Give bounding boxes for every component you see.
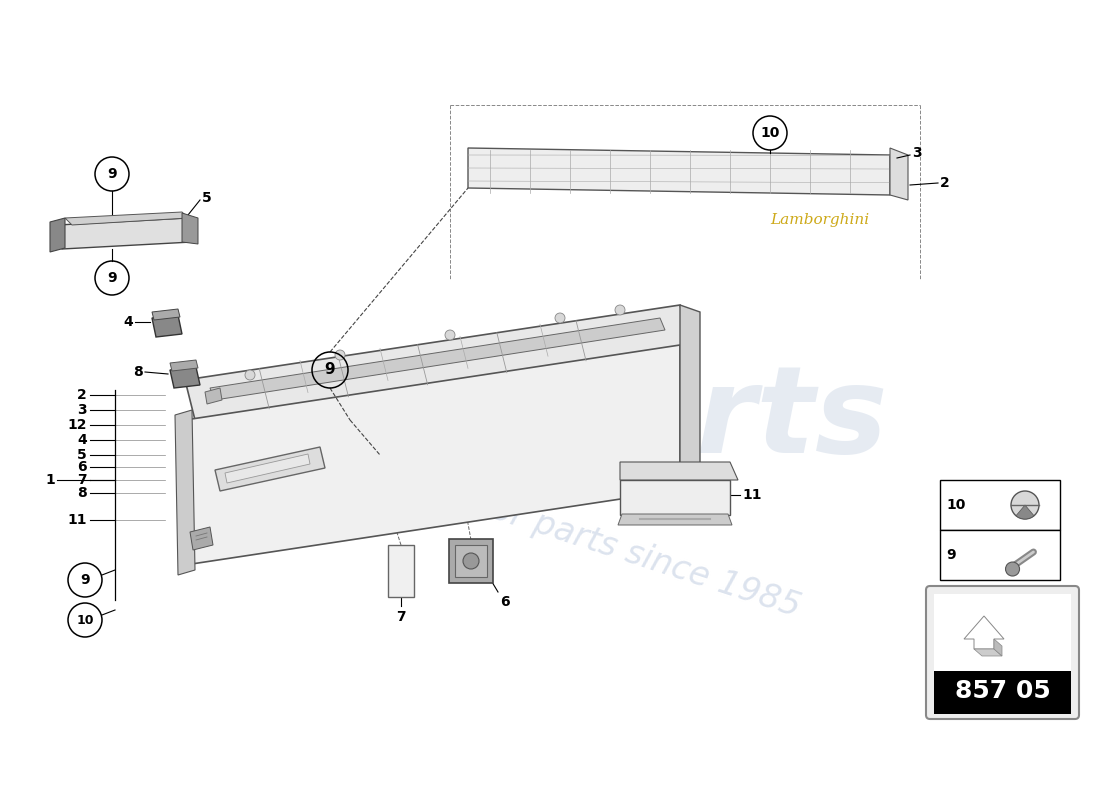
Text: 10: 10 <box>760 126 780 140</box>
Circle shape <box>245 370 255 380</box>
Text: 8: 8 <box>77 486 87 500</box>
Polygon shape <box>210 318 666 400</box>
Text: 7: 7 <box>396 610 406 624</box>
Polygon shape <box>152 309 180 320</box>
Text: 9: 9 <box>80 573 90 587</box>
Text: 7: 7 <box>77 473 87 487</box>
FancyBboxPatch shape <box>388 545 414 597</box>
Circle shape <box>446 330 455 340</box>
FancyBboxPatch shape <box>926 586 1079 719</box>
Text: 5: 5 <box>77 448 87 462</box>
Text: 3: 3 <box>77 403 87 417</box>
Polygon shape <box>65 212 188 225</box>
Text: europarts: europarts <box>212 362 888 478</box>
Text: 9: 9 <box>107 271 117 285</box>
Text: 12: 12 <box>67 418 87 432</box>
FancyBboxPatch shape <box>940 530 1060 580</box>
Polygon shape <box>994 639 1002 656</box>
Text: 857 05: 857 05 <box>955 679 1050 703</box>
Circle shape <box>1005 562 1020 576</box>
Text: 9: 9 <box>107 167 117 181</box>
Text: 2: 2 <box>77 388 87 402</box>
Text: 5: 5 <box>202 191 211 205</box>
Circle shape <box>336 350 345 360</box>
Polygon shape <box>170 360 198 371</box>
Text: 1: 1 <box>45 473 55 487</box>
Text: 4: 4 <box>77 433 87 447</box>
FancyBboxPatch shape <box>934 670 1071 714</box>
Polygon shape <box>680 305 700 498</box>
Polygon shape <box>205 388 222 404</box>
FancyBboxPatch shape <box>455 545 487 577</box>
Polygon shape <box>620 462 738 480</box>
Polygon shape <box>890 148 908 200</box>
Polygon shape <box>50 218 65 252</box>
Polygon shape <box>974 649 1002 656</box>
Polygon shape <box>190 527 213 550</box>
Text: 11: 11 <box>742 488 761 502</box>
Polygon shape <box>468 148 890 195</box>
Polygon shape <box>185 305 690 420</box>
Text: 6: 6 <box>500 595 509 609</box>
FancyBboxPatch shape <box>934 594 1071 671</box>
Circle shape <box>463 553 478 569</box>
Wedge shape <box>1016 505 1034 519</box>
Text: 9: 9 <box>324 362 336 378</box>
Text: a passion for parts since 1985: a passion for parts since 1985 <box>316 437 805 623</box>
Circle shape <box>615 305 625 315</box>
Text: 4: 4 <box>123 315 133 329</box>
Circle shape <box>556 313 565 323</box>
Polygon shape <box>214 447 324 491</box>
FancyBboxPatch shape <box>940 480 1060 530</box>
Polygon shape <box>226 454 310 483</box>
Text: 8: 8 <box>133 365 143 379</box>
Polygon shape <box>618 514 732 525</box>
Text: 6: 6 <box>77 460 87 474</box>
Text: 10: 10 <box>76 614 94 626</box>
Polygon shape <box>175 410 195 575</box>
Text: Lamborghini: Lamborghini <box>770 213 870 227</box>
Polygon shape <box>152 315 182 337</box>
Polygon shape <box>170 367 200 388</box>
Polygon shape <box>58 218 192 249</box>
Text: 2: 2 <box>940 176 949 190</box>
Polygon shape <box>964 616 1004 649</box>
Circle shape <box>1011 491 1040 519</box>
Polygon shape <box>185 345 680 565</box>
Polygon shape <box>182 213 198 244</box>
Polygon shape <box>620 480 730 515</box>
Text: 3: 3 <box>912 146 922 160</box>
Text: 9: 9 <box>946 548 956 562</box>
Text: 10: 10 <box>946 498 966 512</box>
FancyBboxPatch shape <box>449 539 493 583</box>
Text: 11: 11 <box>67 513 87 527</box>
